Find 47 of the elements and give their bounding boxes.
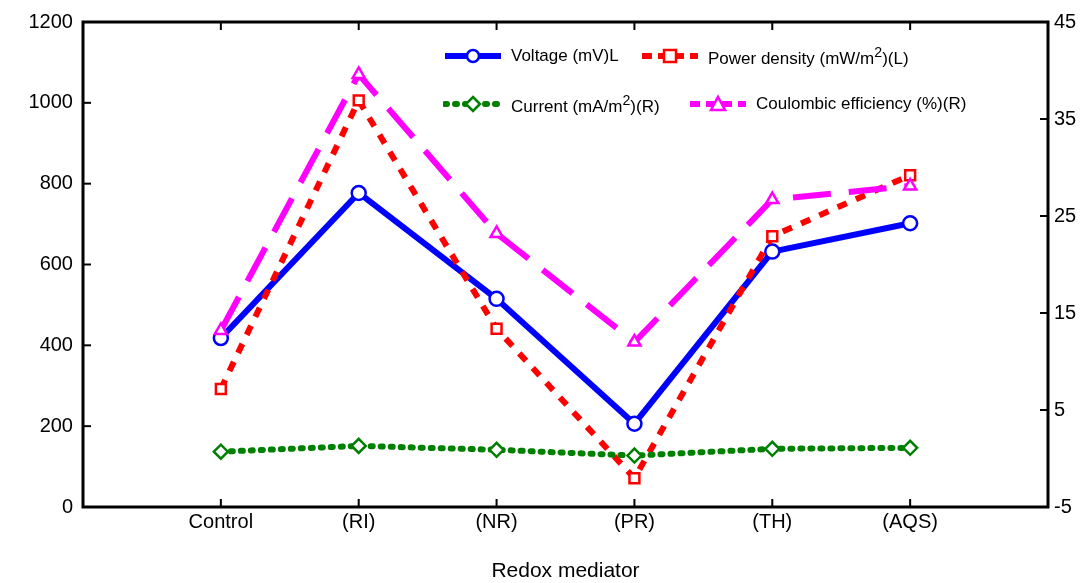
point: [764, 191, 780, 205]
point: [213, 322, 229, 336]
point: [490, 322, 503, 335]
y2-tick-label: 5: [1054, 397, 1066, 420]
legend-label: Coulombic efficiency (%)(R): [756, 94, 967, 114]
y-tick-label: 1000: [28, 90, 73, 113]
x-tick-label: Control: [188, 509, 254, 532]
point: [766, 230, 779, 243]
x-tick-label: (AQS): [882, 509, 938, 532]
point: [352, 94, 365, 107]
point: [764, 440, 781, 458]
point: [902, 177, 918, 191]
x-tick-label: (PR): [613, 509, 655, 532]
point: [488, 290, 505, 308]
x-tick-label: (RI): [342, 509, 376, 532]
point: [488, 441, 505, 459]
point: [214, 382, 228, 396]
point: [489, 225, 504, 239]
y-tick-label: 200: [39, 413, 73, 436]
point: [627, 333, 642, 347]
point: [628, 472, 641, 485]
point: [212, 443, 230, 460]
y2-tick-label: 45: [1054, 9, 1077, 32]
y-tick-label: 800: [39, 171, 73, 194]
y2-tick-label: -5: [1054, 494, 1072, 517]
point: [901, 215, 919, 232]
point: [626, 415, 643, 432]
point: [764, 243, 781, 260]
y-tick-label: 1200: [28, 9, 73, 32]
y-tick-label: 0: [61, 494, 73, 517]
point: [350, 437, 367, 455]
y2-tick-label: 35: [1054, 106, 1077, 129]
point: [350, 184, 367, 202]
y2-tick-label: 25: [1054, 203, 1077, 226]
point: [901, 439, 919, 457]
legend-label: Voltage (mV)L: [511, 46, 619, 66]
x-tick-label: (TH): [752, 509, 793, 532]
y-tick-label: 400: [39, 332, 73, 355]
x-axis-title: Redox mediator: [490, 558, 641, 582]
y-tick-label: 600: [39, 252, 73, 275]
point: [626, 447, 643, 464]
legend-label: Power density (mW/m$^{2}$)(L): [708, 44, 909, 69]
legend-label: Current (mA/m$^{2}$)(R): [511, 92, 660, 117]
y2-tick-label: 15: [1054, 300, 1077, 323]
point: [351, 66, 367, 80]
point: [903, 168, 917, 182]
x-tick-label: (NR): [475, 509, 518, 532]
